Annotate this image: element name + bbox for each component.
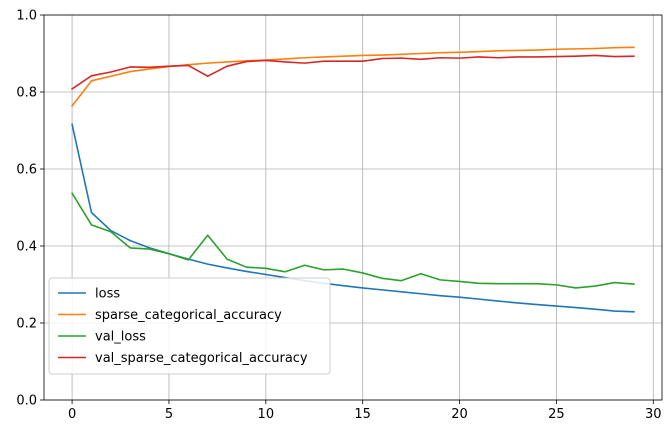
x-tick-label: 10 <box>258 407 275 422</box>
x-tick-label: 15 <box>354 407 371 422</box>
x-tick-label: 30 <box>645 407 662 422</box>
x-axis: 0 5 10 15 20 25 30 <box>68 400 662 422</box>
x-tick-label: 0 <box>68 407 76 422</box>
legend-label: val_loss <box>95 330 146 345</box>
series-line-val-loss <box>70 192 635 289</box>
y-tick-label: 0.0 <box>16 394 37 409</box>
series-line-val-sparse-categorical-accuracy <box>70 54 635 91</box>
legend-label: sparse_categorical_accuracy <box>95 308 282 323</box>
x-tick-label: 5 <box>165 407 173 422</box>
y-axis: 0.0 0.2 0.4 0.6 0.8 1.0 <box>16 9 44 409</box>
x-tick-label: 20 <box>451 407 468 422</box>
y-tick-label: 0.2 <box>16 317 37 332</box>
series-lines <box>70 46 635 313</box>
x-tick-label: 25 <box>548 407 565 422</box>
y-tick-label: 0.8 <box>16 86 37 101</box>
y-tick-label: 0.6 <box>16 163 37 178</box>
y-tick-label: 0.4 <box>16 240 37 255</box>
legend-label: loss <box>95 287 120 302</box>
legend: loss sparse_categorical_accuracy val_lossv… <box>48 277 331 375</box>
legend-label: val_sparse_categorical_accuracy <box>95 351 308 366</box>
y-tick-label: 1.0 <box>16 9 37 24</box>
legend-box <box>48 277 331 375</box>
plot-frame <box>43 14 663 401</box>
